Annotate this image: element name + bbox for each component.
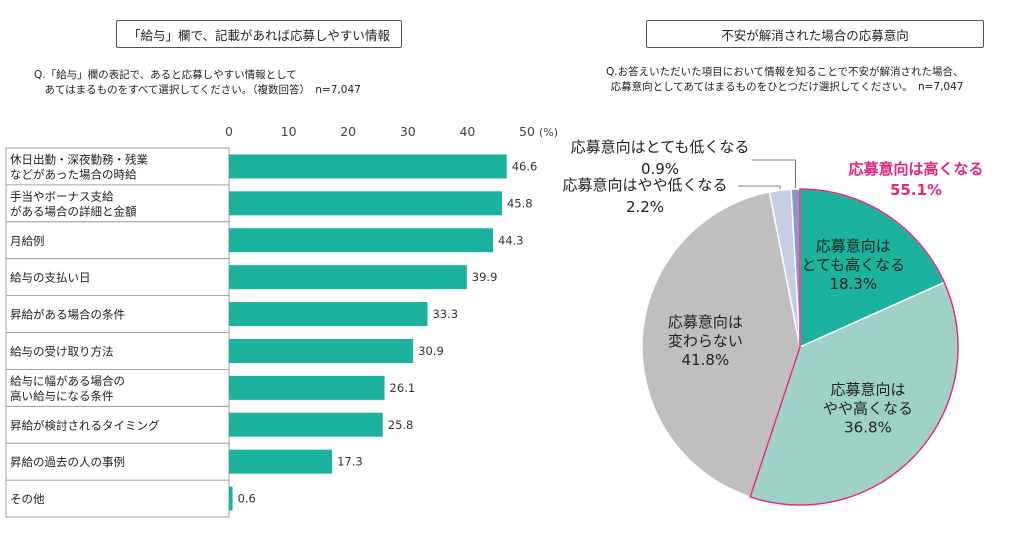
pie-small-slice-label: 応募意向はとても低くなる (571, 138, 750, 156)
bar-value-label: 39.9 (472, 270, 498, 284)
bar (229, 302, 428, 327)
bar (229, 228, 494, 253)
bar (229, 412, 383, 437)
x-tick-label: 0 (225, 124, 233, 139)
pie-slice-label: 応募意向はとても高くなる 18.3% (801, 237, 905, 293)
category-label: 昇給がある場合の条件 (10, 308, 125, 322)
bar-value-label: 26.1 (390, 381, 416, 395)
pie-slice (641, 191, 801, 498)
bar-chart-title: 「給与」欄で、記載があれば応募しやすい情報 (116, 20, 402, 48)
high-group-outline (749, 188, 959, 506)
category-label: 給与の受け取り方法 (10, 344, 114, 358)
pie-slice-label: 応募意向はやや高くなる 36.8% (823, 380, 913, 436)
bar-chart-question: Q.「給与」欄の表記で、あると応募しやすい情報として あてはまるものをすべて選択… (34, 69, 361, 96)
bar-value-label: 25.8 (388, 418, 414, 432)
bar (229, 338, 414, 363)
bar-value-label: 0.6 (238, 492, 256, 506)
category-label: 休日出勤・深夜勤務・残業などがあった場合の時給 (10, 152, 148, 181)
x-tick-label: 20 (340, 124, 356, 139)
category-label: その他 (10, 492, 45, 506)
category-label: 給与に幅がある場合の高い給与になる条件 (10, 374, 125, 403)
bar (229, 375, 385, 400)
pie-small-slice-label: 応募意向はやや低くなる (562, 176, 727, 194)
bar-value-label: 45.8 (507, 196, 533, 210)
group-annotation-value: 55.1% (890, 181, 942, 199)
bar (229, 191, 502, 216)
bar-value-label: 44.3 (498, 233, 524, 247)
category-label: 昇給が検討されるタイミング (10, 418, 160, 432)
x-tick-label: 50 (519, 124, 535, 139)
pie-small-slice-value: 0.9% (641, 160, 679, 178)
category-label: 月給例 (10, 234, 45, 248)
pie-chart-title: 不安が解消された場合の応募意向 (646, 20, 984, 48)
bar (229, 449, 333, 474)
pie-chart-question: Q.お答えいただいた項目において情報を知ることで不安が解消された場合、 応募意向… (606, 66, 964, 93)
bar-value-label: 30.9 (418, 344, 444, 358)
category-label: 昇給の過去の人の事例 (10, 455, 125, 469)
bar-value-label: 33.3 (432, 307, 458, 321)
category-label: 手当やボーナス支給がある場合の詳細と金額 (10, 189, 137, 218)
x-tick-label: 30 (400, 124, 416, 139)
x-tick-label: 10 (281, 124, 297, 139)
bar (229, 265, 467, 290)
bar-value-label: 46.6 (512, 159, 538, 173)
x-unit-label: (%) (539, 126, 558, 139)
pie-slice-label: 応募意向は変わらない 41.8% (668, 313, 743, 369)
bar-value-label: 17.3 (337, 455, 363, 469)
leader-line (752, 159, 796, 189)
category-label: 給与の支払い日 (10, 271, 91, 285)
x-tick-label: 40 (459, 124, 475, 139)
pie-small-slice-value: 2.2% (626, 198, 664, 216)
leader-line (738, 185, 781, 190)
group-annotation-label: 応募意向は高くなる (848, 160, 983, 178)
bar (229, 154, 507, 179)
bar (229, 486, 233, 511)
